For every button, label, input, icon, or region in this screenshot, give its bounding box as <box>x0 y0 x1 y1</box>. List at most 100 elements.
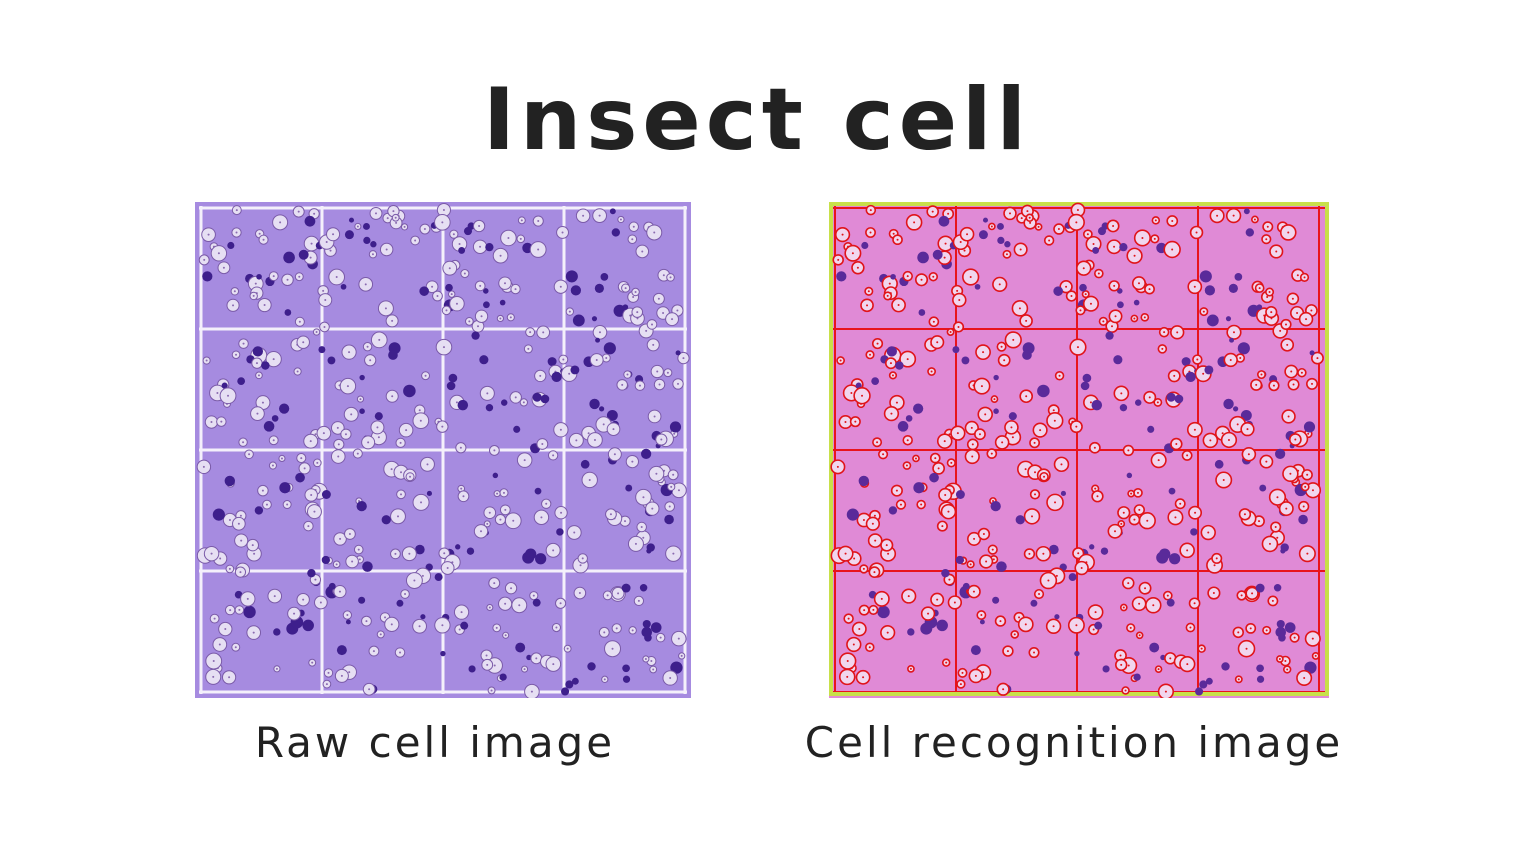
cell-core <box>338 590 341 593</box>
cell <box>479 355 489 365</box>
cell-core <box>659 636 662 639</box>
cell-core <box>519 237 522 240</box>
cell-core <box>880 597 883 600</box>
cell <box>996 561 1007 572</box>
cell-core <box>598 331 601 334</box>
cell-core <box>1200 647 1203 650</box>
cell <box>419 286 429 296</box>
cell-core <box>1020 217 1023 220</box>
cell <box>675 350 681 356</box>
cell-core <box>235 209 238 212</box>
cell-core <box>1287 415 1290 418</box>
cell-core <box>624 520 627 523</box>
cell-core <box>851 252 854 255</box>
cell-core <box>672 473 675 476</box>
cell-core <box>350 413 353 416</box>
cell <box>1079 283 1087 292</box>
cell-core <box>303 467 306 470</box>
cell-core <box>937 467 940 470</box>
cell-core <box>262 238 265 241</box>
cell-core <box>414 239 417 242</box>
cell-core <box>956 289 959 292</box>
cell-core <box>319 601 322 604</box>
cell <box>571 677 579 685</box>
cell <box>358 596 366 604</box>
cell-core <box>560 511 563 514</box>
cell-core <box>504 508 507 511</box>
cell <box>877 605 890 619</box>
cell-core <box>677 382 680 385</box>
cell <box>642 619 651 629</box>
cell-core <box>239 571 242 574</box>
cell-core <box>956 432 959 435</box>
cell-core <box>235 353 238 356</box>
cell-core <box>566 647 569 650</box>
cell-core <box>621 383 624 386</box>
cell-core <box>841 233 844 236</box>
cell-core <box>966 233 969 236</box>
cell-core <box>399 651 402 654</box>
cell <box>499 299 506 306</box>
cell <box>1223 398 1234 410</box>
cell-core <box>507 236 510 239</box>
cell-core <box>943 440 946 443</box>
cell-core <box>246 597 249 600</box>
cell <box>381 515 391 525</box>
cell-core <box>606 594 609 597</box>
cell <box>572 314 585 327</box>
cell-core <box>906 358 909 361</box>
cell-core <box>302 341 305 344</box>
cell-core <box>400 471 403 474</box>
cell-core <box>846 675 849 678</box>
cell-core <box>1114 315 1117 318</box>
cell-core <box>233 290 236 293</box>
cell <box>1022 350 1032 360</box>
cell-core <box>644 657 647 660</box>
cell-core <box>873 571 876 574</box>
cell-core <box>499 518 502 521</box>
cell-core <box>1127 449 1130 452</box>
cell-core <box>559 285 562 288</box>
cell-core <box>364 283 367 286</box>
cell-core <box>421 574 424 577</box>
cell-core <box>1302 505 1305 508</box>
cell-core <box>1043 475 1046 478</box>
cell-core <box>969 563 972 566</box>
cell-core <box>888 282 891 285</box>
cell-core <box>1012 338 1015 341</box>
cell <box>861 241 869 250</box>
cell-core <box>1237 678 1240 681</box>
cell-core <box>1006 650 1009 653</box>
cell-core <box>265 503 268 506</box>
cell-core <box>258 232 261 235</box>
cell-core <box>836 465 839 468</box>
cell <box>640 448 652 460</box>
cell-core <box>1053 419 1056 422</box>
cell <box>888 506 898 515</box>
cell-core <box>242 342 245 345</box>
cell <box>1004 241 1011 248</box>
cell-core <box>972 590 975 593</box>
cell-core <box>523 459 526 462</box>
cell-core <box>837 258 840 261</box>
cell <box>982 217 989 223</box>
cell-core <box>1161 347 1164 350</box>
cell-core <box>420 501 423 504</box>
cell-core <box>391 319 394 322</box>
cell-core <box>479 284 482 287</box>
cell-core <box>1303 276 1306 279</box>
cell-core <box>1175 443 1178 446</box>
cell <box>298 249 309 260</box>
cell-core <box>1243 513 1246 516</box>
cell-core <box>670 485 673 488</box>
cell-core <box>357 548 360 551</box>
cell-core <box>1268 542 1271 545</box>
cell <box>1259 484 1267 492</box>
cell-core <box>261 401 264 404</box>
cell-core <box>858 628 861 631</box>
cell-core <box>527 347 530 350</box>
cell-core <box>228 567 231 570</box>
cell <box>622 664 630 673</box>
cell-core <box>1249 627 1252 630</box>
cell-core <box>552 454 555 457</box>
